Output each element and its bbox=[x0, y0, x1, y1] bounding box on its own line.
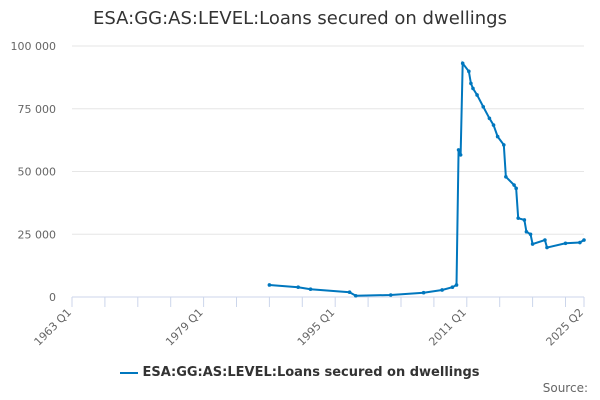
y-tick-label: 0 bbox=[49, 291, 56, 304]
data-point bbox=[504, 174, 508, 179]
data-point bbox=[467, 69, 471, 74]
x-tick-label: 1995 Q1 bbox=[295, 306, 338, 349]
data-point bbox=[582, 238, 586, 242]
y-tick-label: 75 000 bbox=[18, 103, 57, 116]
x-tick-label: 1963 Q1 bbox=[32, 306, 75, 349]
data-point bbox=[514, 186, 518, 191]
data-point bbox=[530, 242, 535, 246]
legend-label: ESA:GG:AS:LEVEL:Loans secured on dwellin… bbox=[142, 365, 480, 380]
x-tick-label: 2025 Q2 bbox=[544, 306, 587, 349]
source-label: Source: bbox=[542, 381, 588, 395]
data-point bbox=[458, 153, 463, 157]
data-point bbox=[524, 229, 529, 234]
data-point bbox=[475, 93, 479, 97]
data-point bbox=[543, 238, 547, 242]
data-point bbox=[456, 148, 461, 152]
legend-item[interactable]: ESA:GG:AS:LEVEL:Loans secured on dwellin… bbox=[0, 365, 600, 380]
data-point bbox=[495, 134, 500, 139]
data-point bbox=[578, 240, 582, 245]
data-point bbox=[522, 218, 527, 222]
y-tick-label: 50 000 bbox=[18, 166, 57, 179]
data-point bbox=[460, 61, 465, 66]
data-point bbox=[267, 283, 272, 287]
data-point bbox=[512, 183, 516, 187]
data-point bbox=[471, 86, 475, 91]
data-point bbox=[491, 123, 496, 127]
legend-swatch bbox=[120, 371, 139, 374]
data-point bbox=[528, 232, 533, 237]
y-tick-label: 100 000 bbox=[11, 40, 57, 53]
data-point bbox=[353, 293, 358, 298]
data-point bbox=[469, 81, 473, 86]
data-point bbox=[502, 143, 506, 147]
data-point bbox=[545, 245, 549, 250]
data-point bbox=[308, 287, 313, 292]
data-point bbox=[388, 293, 393, 297]
data-point bbox=[296, 285, 300, 290]
y-tick-label: 25 000 bbox=[18, 228, 57, 241]
data-point bbox=[347, 290, 352, 295]
data-point bbox=[487, 116, 492, 121]
x-tick-label: 1979 Q1 bbox=[163, 306, 206, 349]
data-point bbox=[450, 285, 455, 290]
data-point bbox=[516, 216, 521, 220]
data-point bbox=[421, 290, 426, 295]
chart-title: ESA:GG:AS:LEVEL:Loans secured on dwellin… bbox=[93, 8, 507, 29]
series-line bbox=[269, 60, 585, 297]
data-point bbox=[481, 104, 486, 109]
x-tick-label: 2011 Q1 bbox=[426, 306, 469, 349]
data-point bbox=[454, 283, 459, 287]
data-point bbox=[440, 288, 444, 292]
data-point bbox=[563, 241, 568, 246]
